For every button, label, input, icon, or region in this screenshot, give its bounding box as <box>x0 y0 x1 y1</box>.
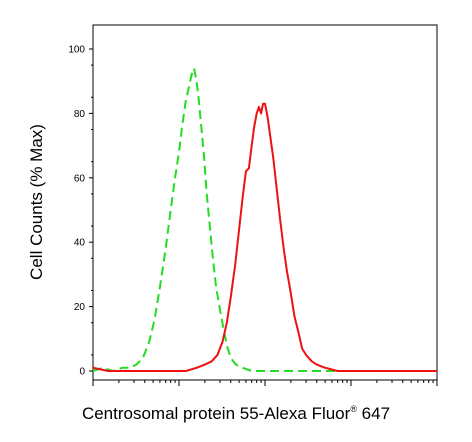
series-layer <box>92 67 437 372</box>
y-tick-label: 40 <box>74 238 86 249</box>
y-axis-ticks: 0 20 40 60 80 100 <box>68 45 93 378</box>
y-tick-label: 60 <box>74 173 86 184</box>
y-tick-label: 20 <box>74 302 86 313</box>
x-axis-title: Centrosomal protein 55-Alexa Fluor® 647 <box>0 404 472 424</box>
y-tick-label: 0 <box>79 367 85 378</box>
x-axis-title-suffix: 647 <box>356 404 391 423</box>
registered-mark: ® <box>350 404 357 414</box>
y-axis-title: Cell Counts (% Max) <box>27 124 46 280</box>
series-dashed-line <box>92 67 351 372</box>
y-tick-label: 80 <box>74 109 86 120</box>
y-tick-label: 100 <box>68 45 85 56</box>
plot-frame <box>92 24 438 381</box>
x-axis-ticks <box>92 380 438 386</box>
series-solid-line <box>92 102 437 372</box>
x-axis-title-text: Centrosomal protein 55-Alexa Fluor <box>81 404 351 423</box>
